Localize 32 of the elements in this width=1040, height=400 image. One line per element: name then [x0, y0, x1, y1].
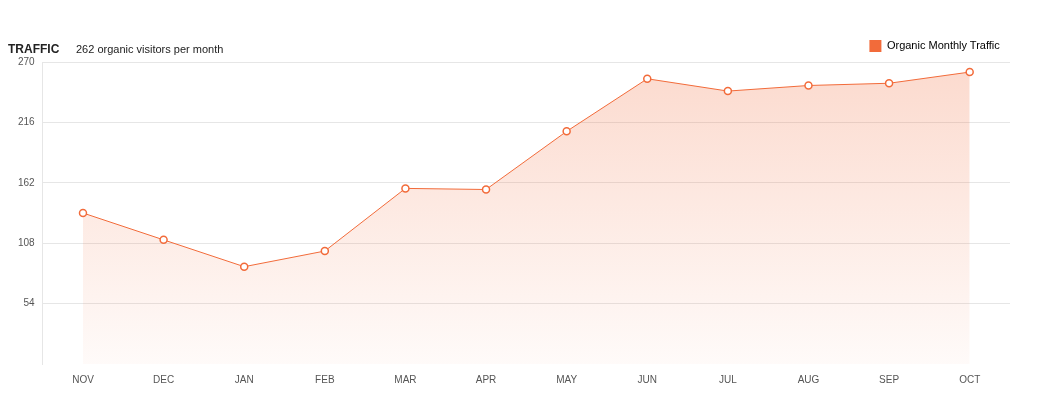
x-tick-label: JUN — [637, 373, 657, 385]
point — [239, 262, 249, 271]
x-tick-label: AUG — [797, 373, 820, 385]
y-tick-label: 216 — [18, 116, 36, 128]
x-tick-label: FEB — [315, 373, 335, 385]
x-tick-label: MAR — [394, 373, 417, 385]
x-tick-label: APR — [475, 373, 497, 385]
x-tick-label: SEP — [879, 373, 900, 385]
y-tick-label: 54 — [23, 297, 36, 309]
point — [401, 184, 410, 193]
point — [965, 67, 974, 77]
x-tick-label: OCT — [959, 373, 981, 385]
x-tick-label: NOV — [72, 373, 95, 385]
chart-subtitle: 262 organic visitors per month — [76, 43, 224, 55]
point — [78, 208, 88, 218]
point — [562, 127, 571, 136]
point — [643, 74, 652, 84]
y-tick-label: 108 — [18, 236, 36, 248]
point — [159, 235, 168, 245]
point — [320, 246, 330, 256]
x-tick-label: JUL — [718, 373, 738, 385]
y-tick-label: 162 — [18, 176, 36, 188]
chart-title: TRAFFIC — [8, 42, 60, 56]
y-tick-label: 270 — [18, 55, 36, 67]
point — [481, 185, 491, 194]
legend-label: Organic Monthly Traffic — [886, 39, 1001, 52]
point — [723, 86, 733, 96]
point — [804, 81, 813, 90]
x-tick-label: DEC — [153, 373, 175, 385]
point — [884, 79, 894, 88]
x-tick-label: JAN — [234, 373, 254, 385]
x-tick-label: MAY — [556, 373, 578, 385]
